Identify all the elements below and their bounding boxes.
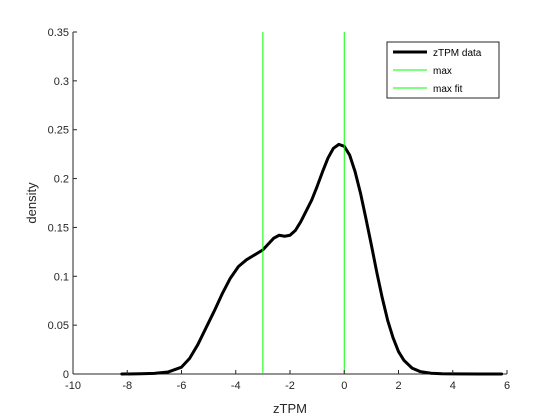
legend-label: zTPM data <box>433 48 482 59</box>
x-tick-label: 0 <box>341 380 347 392</box>
y-axis-label: density <box>24 182 39 224</box>
y-tick-label: 0.35 <box>48 27 69 39</box>
x-tick-label: -10 <box>65 380 81 392</box>
x-tick-label: -4 <box>231 380 241 392</box>
plot-area <box>72 32 507 376</box>
legend-label: max fit <box>433 84 463 95</box>
x-tick-label: -6 <box>177 380 187 392</box>
y-tick-label: 0.3 <box>54 76 69 88</box>
y-tick-label: 0.05 <box>48 320 69 332</box>
y-axis-ticks: 0 0.05 0.1 0.15 0.2 0.25 0.3 0.35 <box>48 27 77 381</box>
y-tick-label: 0 <box>63 369 69 381</box>
density-curve <box>120 142 504 376</box>
y-tick-label: 0.25 <box>48 125 69 137</box>
x-tick-label: -8 <box>122 380 132 392</box>
legend-label: max <box>433 66 452 77</box>
y-tick-label: 0.1 <box>54 271 69 283</box>
x-tick-label: -2 <box>285 380 295 392</box>
x-axis-label: zTPM <box>273 401 307 416</box>
x-tick-label: 6 <box>504 380 510 392</box>
legend: zTPM data max max fit <box>386 41 500 99</box>
y-tick-label: 0.2 <box>54 174 69 186</box>
x-axis-ticks: -10 -8 -6 -4 -2 0 2 4 6 <box>65 370 510 392</box>
y-tick-label: 0.15 <box>48 222 69 234</box>
x-tick-label: 4 <box>450 380 456 392</box>
x-tick-label: 2 <box>395 380 401 392</box>
